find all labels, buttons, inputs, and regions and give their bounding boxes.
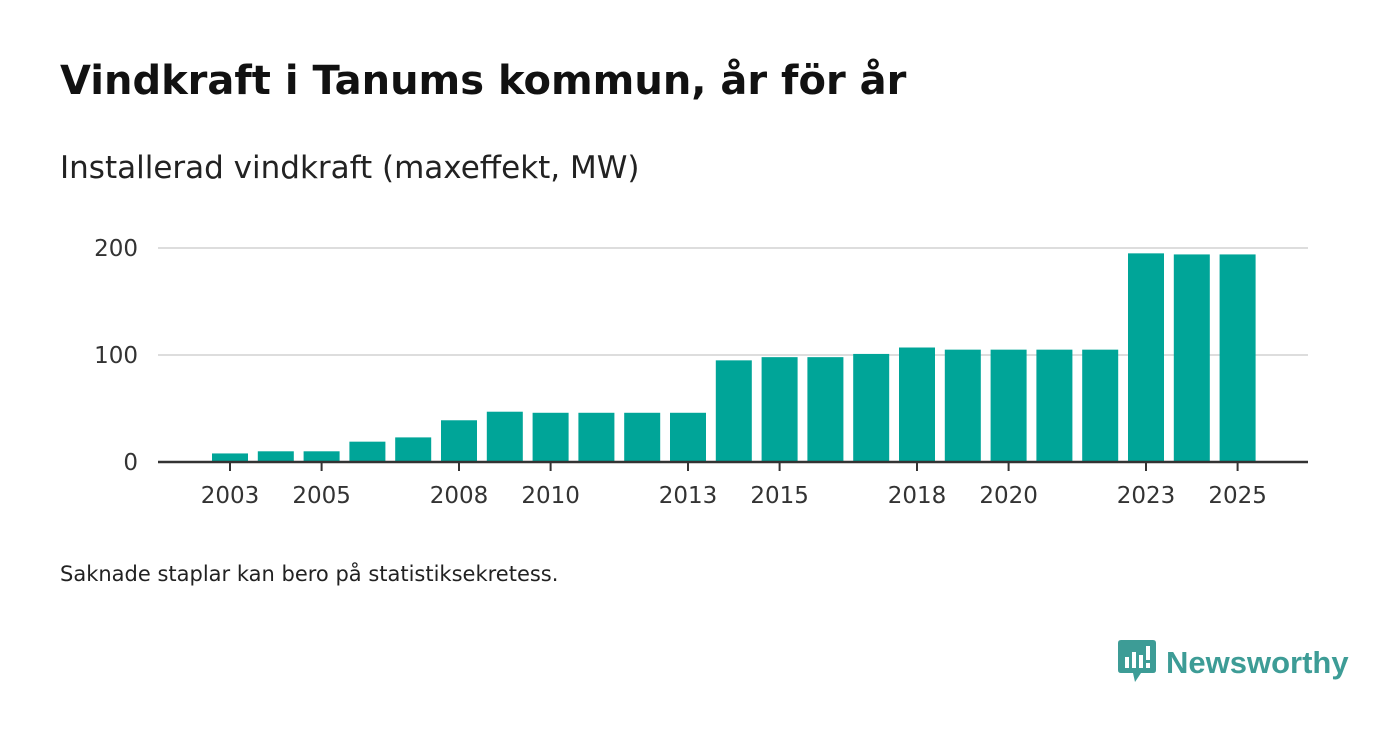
bar-2017[interactable]	[853, 353, 890, 462]
bar-2018[interactable]	[899, 347, 935, 462]
bar-2009[interactable]	[486, 411, 523, 462]
brand-logo[interactable]: Newsworthy	[1118, 640, 1349, 686]
y-tick-label: 200	[94, 236, 138, 262]
bar-2014[interactable]	[715, 360, 752, 462]
bars	[212, 253, 1256, 462]
bar-2020[interactable]	[990, 349, 1027, 462]
bar-2004[interactable]	[257, 451, 294, 462]
x-tick-label: 2020	[979, 483, 1038, 509]
bar-2011[interactable]	[578, 412, 615, 462]
x-tick-label: 2003	[201, 483, 260, 509]
bar-2012[interactable]	[624, 412, 661, 462]
y-tick-label: 0	[123, 450, 138, 476]
bar-2019[interactable]	[944, 349, 981, 462]
chart-title: Vindkraft i Tanums kommun, år för år	[60, 58, 907, 104]
bar-2015[interactable]	[761, 357, 798, 462]
x-tick-label: 2015	[750, 483, 809, 509]
bar-2003[interactable]	[212, 453, 248, 462]
x-tick-label: 2010	[521, 483, 580, 509]
bar-2007[interactable]	[395, 437, 432, 462]
y-tick-label: 100	[94, 343, 138, 369]
brand-name: Newsworthy	[1166, 645, 1349, 680]
newsworthy-logo-icon	[1118, 640, 1156, 682]
bar-2016[interactable]	[807, 357, 844, 462]
x-tick-label: 2025	[1208, 483, 1267, 509]
bar-2023[interactable]	[1128, 253, 1164, 462]
axes: 0 100 200 2003 2005 2008 2010 2013 2015 2018 2020 2…	[94, 236, 1308, 509]
x-tick-label: 2013	[659, 483, 718, 509]
bar-2010[interactable]	[532, 412, 569, 462]
bar-2013[interactable]	[670, 412, 706, 462]
x-tick-label: 2023	[1117, 483, 1176, 509]
bar-2024[interactable]	[1173, 254, 1210, 462]
x-tick-label: 2008	[430, 483, 489, 509]
x-tick-label: 2018	[888, 483, 947, 509]
footnote: Saknade staplar kan bero på statistiksek…	[60, 562, 559, 586]
bar-2025[interactable]	[1219, 254, 1256, 462]
x-tick-label: 2005	[292, 483, 351, 509]
chart-subtitle: Installerad vindkraft (maxeffekt, MW)	[60, 150, 640, 186]
bar-2022[interactable]	[1082, 349, 1119, 462]
bar-2008[interactable]	[441, 420, 477, 462]
bar-2021[interactable]	[1036, 349, 1073, 462]
bar-2006[interactable]	[349, 441, 386, 462]
bar-2005[interactable]	[303, 451, 340, 462]
